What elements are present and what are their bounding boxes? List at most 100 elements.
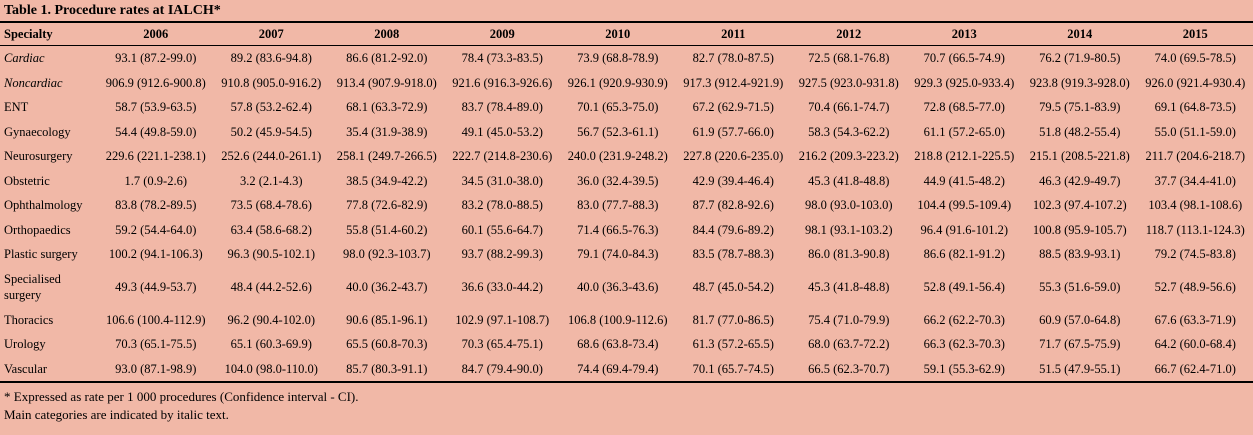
rate-cell: 118.7 (113.1-124.3) <box>1145 222 1245 237</box>
rate-cell: 68.0 (63.7-72.2) <box>808 337 890 351</box>
rate-cell: 89.2 (83.6-94.8) <box>230 51 312 65</box>
rate-cell: 104.4 (99.5-109.4) <box>917 198 1012 212</box>
rate-cell: 70.1 (65.7-74.5) <box>692 361 774 376</box>
rate-cell: 36.6 (33.0-44.2) <box>461 279 543 294</box>
rate-cell: 86.0 (81.3-90.8) <box>808 247 890 261</box>
rate-cell: 40.0 (36.2-43.7) <box>346 279 428 294</box>
rate-cell: 67.6 (63.3-71.9) <box>1154 312 1236 327</box>
rate-cell: 923.8 (919.3-928.0) <box>1029 75 1130 90</box>
rate-cell: 52.8 (49.1-56.4) <box>923 279 1005 294</box>
rate-cell: 98.0 (92.3-103.7) <box>343 247 431 261</box>
footnote: Main categories are indicated by italic … <box>4 407 229 422</box>
specialty-cell: Gynaecology <box>4 124 71 139</box>
rate-cell: 42.9 (39.4-46.4) <box>692 173 774 188</box>
rate-cell: 67.2 (62.9-71.5) <box>692 100 774 114</box>
table-row: Plastic surgery 100.2 (94.1-106.3) 96.3 (9… <box>0 242 1253 267</box>
rate-cell: 929.3 (925.0-933.4) <box>914 75 1015 90</box>
rate-cell: 35.4 (31.9-38.9) <box>346 124 428 139</box>
specialty-cell: ENT <box>4 100 29 114</box>
rate-cell: 45.3 (41.8-48.8) <box>808 173 890 188</box>
rate-cell: 83.5 (78.7-88.3) <box>692 247 774 261</box>
rate-cell: 85.7 (80.3-91.1) <box>346 361 428 376</box>
table-row: Orthopaedics 59.2 (54.4-64.0) 63.4 (58.6-6… <box>0 218 1253 243</box>
rate-cell: 106.8 (100.9-112.6) <box>567 312 668 327</box>
year-header: 2007 <box>213 22 329 46</box>
rate-cell: 88.5 (83.9-93.1) <box>1039 247 1121 261</box>
rate-cell: 72.5 (68.1-76.8) <box>808 51 890 65</box>
rate-cell: 37.7 (34.4-41.0) <box>1154 173 1236 188</box>
header-row: Specialty 2006 2007 2008 2009 2010 2011 2012 201… <box>0 22 1253 46</box>
rate-cell: 79.2 (74.5-83.8) <box>1154 247 1236 261</box>
year-header: 2010 <box>560 22 676 46</box>
rate-cell: 38.5 (34.9-42.2) <box>346 173 428 188</box>
rate-cell: 58.3 (54.3-62.2) <box>808 124 890 139</box>
rate-cell: 49.3 (44.9-53.7) <box>115 279 197 294</box>
rate-cell: 60.1 (55.6-64.7) <box>461 222 543 237</box>
year-header: 2014 <box>1022 22 1138 46</box>
rate-cell: 100.2 (94.1-106.3) <box>108 247 203 261</box>
rate-cell: 61.9 (57.7-66.0) <box>692 124 774 139</box>
rate-cell: 211.7 (204.6-218.7) <box>1145 149 1246 163</box>
rate-cell: 926.1 (920.9-930.9) <box>567 75 668 90</box>
rate-cell: 45.3 (41.8-48.8) <box>808 279 890 294</box>
rate-cell: 93.0 (87.1-98.9) <box>115 361 197 376</box>
rate-cell: 48.4 (44.2-52.6) <box>230 279 312 294</box>
rate-cell: 98.1 (93.1-103.2) <box>805 222 893 237</box>
rate-cell: 70.3 (65.1-75.5) <box>115 337 197 351</box>
rate-cell: 921.6 (916.3-926.6) <box>452 75 553 90</box>
rate-cell: 61.1 (57.2-65.0) <box>923 124 1005 139</box>
rate-cell: 78.4 (73.3-83.5) <box>461 51 543 65</box>
rate-cell: 64.2 (60.0-68.4) <box>1154 337 1236 351</box>
rate-cell: 927.5 (923.0-931.8) <box>798 75 899 90</box>
table-row: Noncardiac 906.9 (912.6-900.8) 910.8 (905.… <box>0 71 1253 96</box>
rate-cell: 216.2 (209.3-223.2) <box>798 149 899 163</box>
rate-cell: 76.2 (71.9-80.5) <box>1039 51 1121 65</box>
rate-cell: 46.3 (42.9-49.7) <box>1039 173 1121 188</box>
year-header: 2013 <box>906 22 1022 46</box>
rate-cell: 66.7 (62.4-71.0) <box>1154 361 1236 376</box>
rate-cell: 87.7 (82.8-92.6) <box>692 198 774 212</box>
rate-cell: 51.5 (47.9-55.1) <box>1039 361 1121 376</box>
table-row: Neurosurgery 229.6 (221.1-238.1) 252.6 (24… <box>0 144 1253 169</box>
table-row: Cardiac 93.1 (87.2-99.0) 89.2 (83.6-94.8) 8… <box>0 46 1253 71</box>
rate-cell: 40.0 (36.3-43.6) <box>577 279 659 294</box>
rate-cell: 66.5 (62.3-70.7) <box>808 361 890 376</box>
rate-cell: 79.5 (75.1-83.9) <box>1039 100 1121 114</box>
specialty-cell: Noncardiac <box>4 75 63 90</box>
rate-cell: 90.6 (85.1-96.1) <box>346 312 428 327</box>
specialty-cell: Thoracics <box>4 312 54 327</box>
rate-cell: 70.3 (65.4-75.1) <box>461 337 543 351</box>
rate-cell: 215.1 (208.5-221.8) <box>1029 149 1130 163</box>
rate-cell: 82.7 (78.0-87.5) <box>692 51 774 65</box>
rate-cell: 52.7 (48.9-56.6) <box>1154 279 1236 294</box>
rate-cell: 65.5 (60.8-70.3) <box>346 337 428 351</box>
rate-cell: 74.4 (69.4-79.4) <box>577 361 659 376</box>
rate-cell: 71.7 (67.5-75.9) <box>1039 337 1121 351</box>
year-header: 2011 <box>675 22 791 46</box>
rate-cell: 70.7 (66.5-74.9) <box>923 51 1005 65</box>
rate-cell: 54.4 (49.8-59.0) <box>115 124 197 139</box>
rate-cell: 917.3 (912.4-921.9) <box>683 75 784 90</box>
rate-cell: 229.6 (221.1-238.1) <box>105 149 206 163</box>
year-header: 2009 <box>444 22 560 46</box>
rate-cell: 79.1 (74.0-84.3) <box>577 247 659 261</box>
table-row: Thoracics 106.6 (100.4-112.9) 96.2 (90.4-1… <box>0 308 1253 333</box>
year-header: 2015 <box>1137 22 1253 46</box>
specialty-cell: Urology <box>4 337 46 351</box>
specialty-cell: Vascular <box>4 361 48 376</box>
rate-cell: 34.5 (31.0-38.0) <box>461 173 543 188</box>
rate-cell: 48.7 (45.0-54.2) <box>692 279 774 294</box>
rate-cell: 60.9 (57.0-64.8) <box>1039 312 1121 327</box>
rate-cell: 56.7 (52.3-61.1) <box>577 124 659 139</box>
rate-cell: 74.0 (69.5-78.5) <box>1154 51 1236 65</box>
rate-cell: 66.3 (62.3-70.3) <box>923 337 1005 351</box>
rate-cell: 93.1 (87.2-99.0) <box>115 51 197 65</box>
rate-cell: 84.7 (79.4-90.0) <box>461 361 543 376</box>
table-row: Specialised surgery 49.3 (44.9-53.7) 48.4 … <box>0 267 1253 308</box>
rate-cell: 910.8 (905.0-916.2) <box>221 75 322 90</box>
rate-cell: 57.8 (53.2-62.4) <box>230 100 312 114</box>
rate-cell: 51.8 (48.2-55.4) <box>1039 124 1121 139</box>
rate-cell: 68.6 (63.8-73.4) <box>577 337 659 351</box>
rate-cell: 93.7 (88.2-99.3) <box>461 247 543 261</box>
